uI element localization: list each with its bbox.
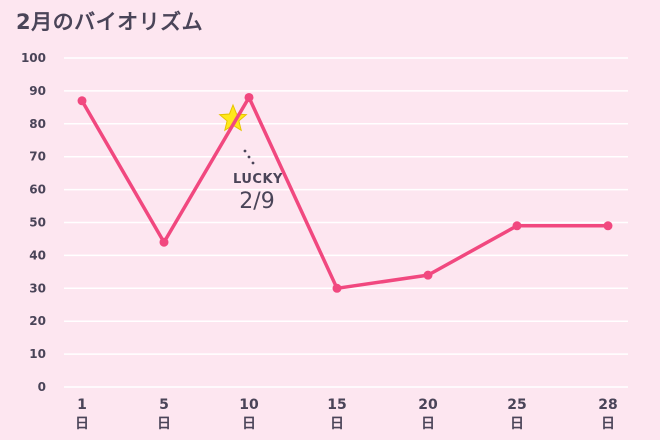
y-tick-label: 20 <box>29 314 46 328</box>
lucky-label: LUCKY <box>233 172 283 187</box>
x-tick-number: 15 <box>327 397 346 413</box>
x-tick-unit: 日 <box>510 416 524 432</box>
series-line <box>80 95 610 291</box>
lucky-date: 2/9 <box>239 189 274 214</box>
y-tick-label: 60 <box>29 183 46 197</box>
data-point <box>244 92 254 102</box>
x-tick-unit: 日 <box>157 416 171 432</box>
y-axis-ticks: 0 10 20 30 40 50 60 70 80 90 100 <box>21 51 46 394</box>
x-tick-unit: 日 <box>75 416 89 432</box>
x-tick-number: 20 <box>418 397 438 413</box>
y-tick-label: 40 <box>29 248 46 262</box>
data-point <box>159 237 169 247</box>
data-point <box>423 270 433 280</box>
leader-dot <box>247 155 251 159</box>
gridlines <box>64 57 628 388</box>
y-tick-label: 80 <box>29 117 46 131</box>
series-layer <box>77 92 613 293</box>
y-tick-label: 0 <box>38 380 46 394</box>
y-tick-label: 90 <box>29 84 46 98</box>
data-point <box>332 283 342 293</box>
chart-title: 2月のバイオリズム <box>16 10 204 34</box>
data-point <box>603 221 613 231</box>
x-tick-number: 28 <box>598 397 617 413</box>
y-tick-label: 100 <box>21 51 46 65</box>
lucky-annotation: LUCKY 2/9 <box>218 103 283 214</box>
x-tick-unit: 日 <box>601 416 615 432</box>
x-tick-number: 5 <box>159 397 169 413</box>
leader-dot <box>251 161 255 165</box>
x-axis-ticks: 1 日 5 日 10 日 15 日 20 日 25 日 28 日 <box>75 397 618 432</box>
x-tick-unit: 日 <box>242 416 256 432</box>
x-tick-unit: 日 <box>421 416 435 432</box>
y-tick-label: 50 <box>29 216 46 230</box>
leader-dot <box>243 149 247 153</box>
y-tick-label: 70 <box>29 150 46 164</box>
x-tick-unit: 日 <box>330 416 344 432</box>
y-tick-label: 30 <box>29 281 46 295</box>
y-tick-label: 10 <box>29 347 46 361</box>
x-tick-number: 25 <box>507 397 526 413</box>
data-point <box>77 96 87 106</box>
data-point <box>512 221 522 231</box>
x-tick-number: 10 <box>239 397 259 413</box>
x-tick-number: 1 <box>77 397 87 413</box>
